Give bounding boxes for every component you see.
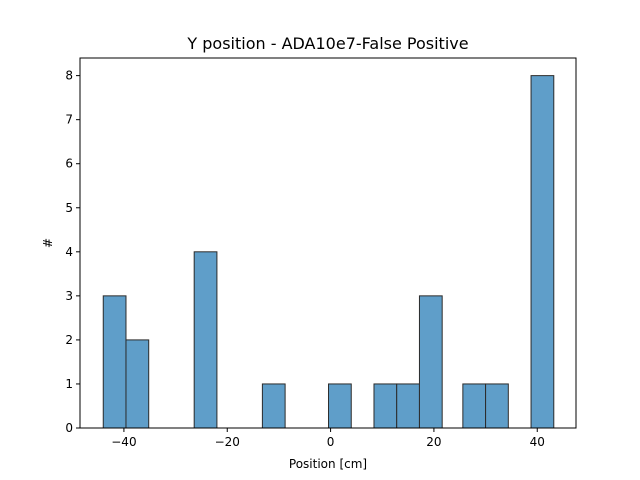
x-tick-label: −40 (111, 435, 136, 449)
bars-group (102, 75, 555, 429)
y-axis-ticks: 0 1 2 3 4 5 6 7 8 (65, 69, 80, 435)
histogram-bar (125, 339, 150, 429)
y-tick-label: 2 (65, 333, 73, 347)
y-tick-label: 5 (65, 201, 73, 215)
histogram-bar (418, 295, 443, 429)
histogram-bar (462, 383, 487, 429)
y-tick-label: 6 (65, 157, 73, 171)
histogram-bar (485, 383, 509, 429)
y-tick-label: 7 (65, 113, 73, 127)
x-tick-label: 40 (530, 435, 545, 449)
histogram-bar (102, 295, 127, 429)
x-axis-label: Position [cm] (289, 457, 367, 471)
x-tick-label: −20 (215, 435, 240, 449)
histogram-bar (530, 75, 555, 429)
y-axis-label: # (41, 238, 55, 248)
y-tick-label: 4 (65, 245, 73, 259)
chart-title: Y position - ADA10e7-False Positive (186, 34, 468, 53)
histogram-bar (373, 383, 398, 429)
y-tick-label: 1 (65, 377, 73, 391)
y-tick-label: 8 (65, 69, 73, 83)
x-tick-label: 20 (426, 435, 441, 449)
histogram-bar (328, 383, 352, 429)
y-tick-label: 3 (65, 289, 73, 303)
x-tick-label: 0 (327, 435, 335, 449)
x-axis-ticks: −40 −20 0 20 40 (111, 428, 545, 449)
y-tick-label: 0 (65, 421, 73, 435)
histogram-bar (261, 383, 286, 429)
histogram-bar (396, 383, 420, 429)
histogram-bar (193, 251, 218, 429)
plot-frame (79, 57, 577, 429)
